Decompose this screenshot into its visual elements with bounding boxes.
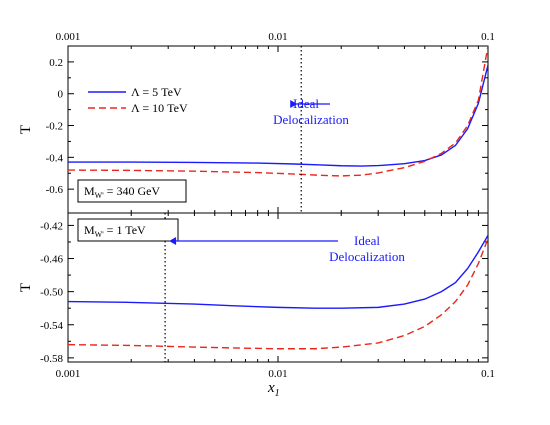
top-x-tick-label-1: 0.01 [268,31,287,43]
bottom-panel-mass-box [77,218,179,242]
top-panel-y-tick-label-2: -0.2 [46,121,63,133]
top-panel-mass-box [77,179,187,203]
bottom-panel-y-tick-label-1: -0.46 [40,254,63,266]
top-panel-annotation-line-2: Delocalization [273,112,349,127]
bottom-panel-series-solid-line [68,234,488,309]
legend-label-0: Λ = 5 TeV [131,85,182,99]
bottom-panel-y-tick-label-3: -0.54 [40,320,63,332]
bottom-panel-mass-label: MW' = 1 TeV [84,223,146,239]
legend-label-1: Λ = 10 TeV [131,101,188,115]
top-panel-mass-label-main: M [84,184,95,198]
bottom-panel-mass-label-rest: = 1 TeV [104,223,146,237]
top-panel-annotation-arrow-head [290,100,298,108]
bottom-panel-mass-label-sub: W' [95,230,105,239]
top-panel-y-tick-label-4: -0.6 [46,184,64,196]
x-tick-label-2: 0.1 [481,368,495,380]
x-axis-title: x1 [267,380,280,399]
x-tick-label-0: 0.001 [56,368,81,380]
top-panel-mass-label-rest: = 340 GeV [104,184,161,198]
top-panel-mass-label-sub: W' [95,191,105,200]
top-panel-y-tick-label-0: 0.2 [49,57,63,69]
bottom-panel-annotation-arrow-head [169,237,177,245]
top-x-tick-label-2: 0.1 [481,31,495,43]
bottom-panel-y-tick-label-0: -0.42 [40,220,63,232]
top-panel-series-solid-line [68,64,488,167]
bottom-panel-y-tick-label-2: -0.50 [40,287,63,299]
bottom-panel-annotation-line-1: Ideal [354,233,380,248]
top-panel-y-axis-title: T [18,125,34,134]
bottom-panel-series-dashed-line [68,238,488,350]
top-x-tick-label-0: 0.001 [56,31,81,43]
bottom-panel-y-tick-label-4: -0.58 [40,353,63,365]
top-panel-y-tick-label-3: -0.4 [46,152,64,164]
x-axis-title-main: x [267,380,275,396]
x-tick-label-1: 0.01 [268,368,287,380]
x-axis-title-sub: 1 [275,388,280,399]
top-panel-series-dashed-line [68,46,488,177]
bottom-panel-annotation-line-2: Delocalization [329,249,405,264]
bottom-panel-y-axis-title: T [18,283,34,292]
top-panel-mass-label: MW' = 340 GeV [84,184,160,200]
bottom-panel-mass-label-main: M [84,223,95,237]
top-panel-y-tick-label-1: 0 [58,89,64,101]
